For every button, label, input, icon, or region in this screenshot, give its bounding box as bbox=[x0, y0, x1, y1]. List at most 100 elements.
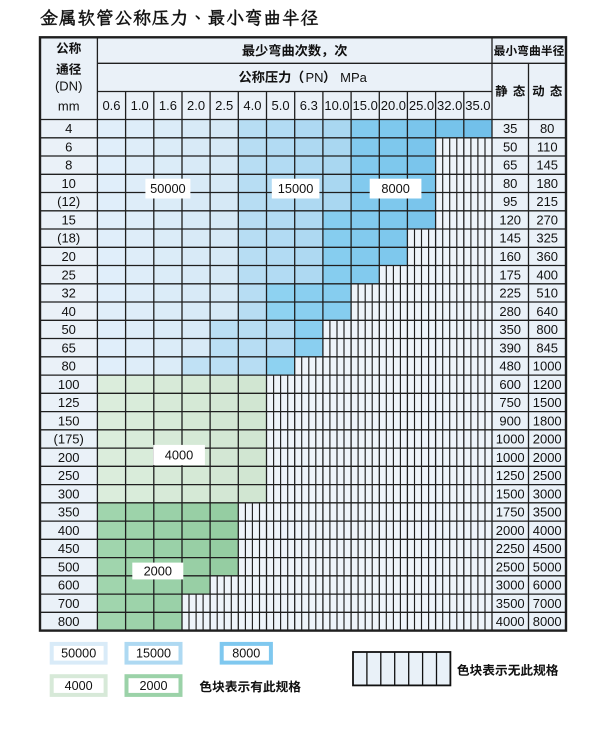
svg-text:4500: 4500 bbox=[533, 541, 562, 556]
svg-text:4000: 4000 bbox=[165, 448, 193, 463]
svg-text:1500: 1500 bbox=[533, 395, 562, 410]
svg-text:500: 500 bbox=[58, 559, 80, 574]
svg-text:110: 110 bbox=[537, 140, 558, 155]
svg-text:400: 400 bbox=[536, 267, 558, 282]
svg-text:800: 800 bbox=[536, 322, 558, 337]
svg-text:80: 80 bbox=[540, 121, 554, 136]
svg-text:600: 600 bbox=[499, 377, 521, 392]
svg-text:175: 175 bbox=[499, 267, 521, 282]
svg-text:225: 225 bbox=[499, 286, 521, 301]
svg-text:15000: 15000 bbox=[136, 647, 171, 661]
svg-text:80: 80 bbox=[503, 176, 517, 191]
svg-text:15.0: 15.0 bbox=[353, 98, 378, 113]
svg-text:250: 250 bbox=[58, 468, 80, 483]
svg-text:mm: mm bbox=[58, 99, 80, 114]
svg-text:20: 20 bbox=[61, 249, 75, 264]
svg-text:5.0: 5.0 bbox=[272, 98, 290, 113]
svg-text:8: 8 bbox=[65, 158, 72, 173]
svg-text:2.0: 2.0 bbox=[187, 98, 205, 113]
svg-text:2500: 2500 bbox=[496, 559, 525, 574]
svg-text:1750: 1750 bbox=[496, 505, 525, 520]
svg-text:3500: 3500 bbox=[496, 596, 525, 611]
svg-text:480: 480 bbox=[499, 359, 521, 374]
svg-text:2000: 2000 bbox=[139, 679, 167, 693]
svg-text:2250: 2250 bbox=[496, 541, 525, 556]
svg-text:510: 510 bbox=[536, 286, 558, 301]
svg-text:80: 80 bbox=[61, 359, 75, 374]
svg-text:1000: 1000 bbox=[496, 432, 525, 447]
svg-text:700: 700 bbox=[58, 596, 80, 611]
svg-text:360: 360 bbox=[536, 249, 558, 264]
svg-text:280: 280 bbox=[499, 304, 521, 319]
svg-text:(18): (18) bbox=[57, 231, 80, 246]
svg-text:2000: 2000 bbox=[496, 523, 525, 538]
svg-text:6.3: 6.3 bbox=[300, 98, 318, 113]
svg-text:15000: 15000 bbox=[278, 181, 314, 196]
svg-text:145: 145 bbox=[499, 231, 521, 246]
svg-text:25.0: 25.0 bbox=[409, 98, 434, 113]
svg-text:390: 390 bbox=[499, 340, 521, 355]
svg-text:35.0: 35.0 bbox=[465, 98, 490, 113]
svg-text:125: 125 bbox=[58, 395, 80, 410]
svg-text:15: 15 bbox=[61, 213, 75, 228]
svg-text:800: 800 bbox=[58, 614, 80, 629]
svg-text:50: 50 bbox=[61, 322, 75, 337]
svg-text:350: 350 bbox=[58, 505, 80, 520]
svg-text:750: 750 bbox=[499, 395, 521, 410]
svg-text:65: 65 bbox=[503, 158, 517, 173]
svg-text:65: 65 bbox=[61, 340, 75, 355]
svg-text:2000: 2000 bbox=[533, 450, 562, 465]
svg-text:350: 350 bbox=[499, 322, 521, 337]
svg-text:150: 150 bbox=[58, 413, 80, 428]
svg-text:50000: 50000 bbox=[61, 647, 96, 661]
svg-text:50000: 50000 bbox=[150, 181, 186, 196]
svg-text:160: 160 bbox=[499, 249, 521, 264]
svg-text:120: 120 bbox=[499, 213, 521, 228]
svg-text:1.6: 1.6 bbox=[159, 98, 177, 113]
svg-text:1.0: 1.0 bbox=[131, 98, 149, 113]
svg-text:400: 400 bbox=[58, 523, 80, 538]
svg-text:50: 50 bbox=[503, 140, 517, 155]
svg-text:145: 145 bbox=[536, 158, 558, 173]
svg-text:1250: 1250 bbox=[496, 468, 525, 483]
svg-text:10.0: 10.0 bbox=[324, 98, 349, 113]
svg-text:8000: 8000 bbox=[232, 647, 260, 661]
svg-text:100: 100 bbox=[58, 377, 80, 392]
svg-text:0.6: 0.6 bbox=[102, 98, 120, 113]
svg-text:900: 900 bbox=[499, 413, 521, 428]
svg-text:3000: 3000 bbox=[533, 486, 562, 501]
svg-text:6000: 6000 bbox=[533, 578, 562, 593]
svg-text:640: 640 bbox=[536, 304, 558, 319]
svg-text:2500: 2500 bbox=[533, 468, 562, 483]
svg-text:(175): (175) bbox=[54, 432, 84, 447]
svg-text:4000: 4000 bbox=[65, 679, 93, 693]
svg-text:4000: 4000 bbox=[496, 614, 525, 629]
svg-text:3000: 3000 bbox=[496, 578, 525, 593]
svg-text:4000: 4000 bbox=[533, 523, 562, 538]
svg-text:1200: 1200 bbox=[533, 377, 562, 392]
svg-text:300: 300 bbox=[58, 486, 80, 501]
svg-text:(12): (12) bbox=[57, 194, 80, 209]
svg-text:2.5: 2.5 bbox=[215, 98, 233, 113]
svg-text:6: 6 bbox=[65, 140, 72, 155]
svg-text:95: 95 bbox=[503, 194, 517, 209]
svg-text:180: 180 bbox=[536, 176, 558, 191]
svg-text:1000: 1000 bbox=[533, 359, 562, 374]
svg-text:450: 450 bbox=[58, 541, 80, 556]
svg-text:4.0: 4.0 bbox=[243, 98, 261, 113]
svg-text:32: 32 bbox=[61, 286, 75, 301]
svg-text:1500: 1500 bbox=[496, 486, 525, 501]
svg-text:325: 325 bbox=[536, 231, 558, 246]
svg-text:200: 200 bbox=[58, 450, 80, 465]
svg-text:8000: 8000 bbox=[533, 614, 562, 629]
svg-text:845: 845 bbox=[536, 340, 558, 355]
svg-text:35: 35 bbox=[503, 121, 517, 136]
svg-text:MPa: MPa bbox=[340, 70, 368, 85]
svg-text:32.0: 32.0 bbox=[437, 98, 462, 113]
svg-text:20.0: 20.0 bbox=[381, 98, 406, 113]
svg-text:2000: 2000 bbox=[144, 564, 172, 579]
svg-text:4: 4 bbox=[65, 121, 72, 136]
svg-text:8000: 8000 bbox=[381, 181, 409, 196]
svg-text:1000: 1000 bbox=[496, 450, 525, 465]
svg-text:(DN): (DN) bbox=[55, 79, 82, 94]
